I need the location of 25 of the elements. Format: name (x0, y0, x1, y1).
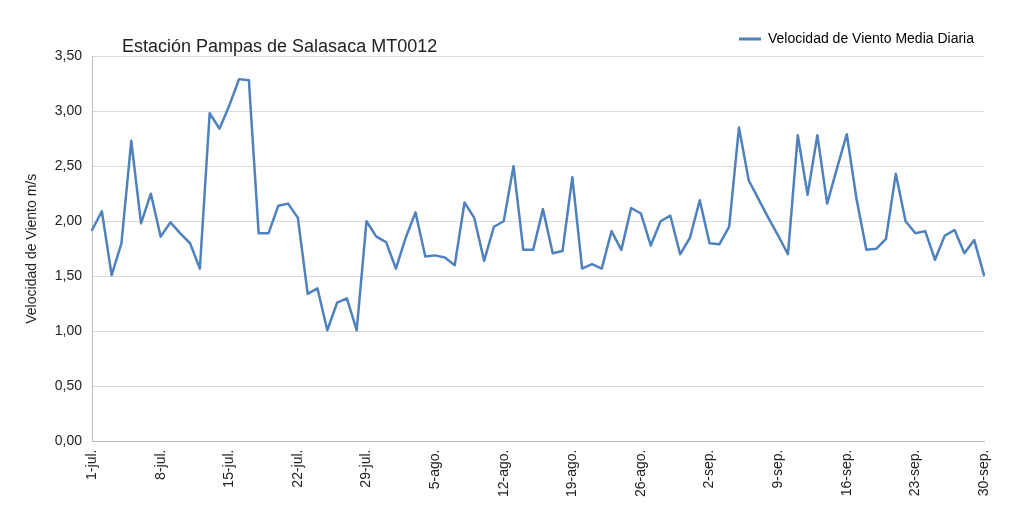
x-tick-label: 16-sep. (837, 449, 854, 497)
y-tick-label: 1,00 (54, 322, 83, 339)
x-tick-label: 30-sep. (974, 449, 991, 497)
x-tick-label: 15-jul. (220, 449, 237, 488)
x-tick-label: 12-ago. (494, 449, 511, 497)
y-tick-label: 3,00 (54, 101, 83, 118)
y-tick-label: 0,00 (54, 432, 83, 449)
x-tick-label: 26-ago. (631, 449, 648, 497)
x-tick-label: 23-sep. (906, 449, 923, 497)
y-tick-label: 3,50 (54, 46, 83, 63)
x-tick-label: 5-ago. (425, 449, 442, 490)
x-tick-label: 1-jul. (82, 449, 99, 480)
y-tick-label: 2,00 (54, 212, 83, 229)
x-tick-label: 22-jul. (288, 449, 305, 488)
y-axis-title: Velocidad de Viento m/s (23, 173, 40, 324)
legend-label: Velocidad de Viento Media Diaria (768, 29, 975, 46)
y-tick-label: 1,50 (54, 267, 83, 284)
x-tick-label: 19-ago. (563, 449, 580, 497)
chart-title: Estación Pampas de Salasaca MT0012 (122, 35, 438, 56)
y-tick-label: 0,50 (54, 377, 83, 394)
x-tick-label: 29-jul. (357, 449, 374, 488)
x-tick-label: 9-sep. (769, 449, 786, 489)
x-tick-label: 2-sep. (700, 449, 717, 489)
x-tick-label: 8-jul. (151, 449, 168, 480)
y-tick-label: 2,50 (54, 157, 83, 174)
